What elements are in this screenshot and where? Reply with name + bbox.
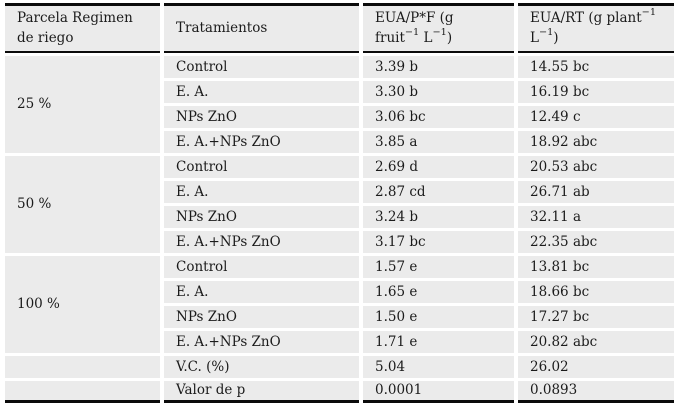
- value-cell-euart: 20.82 abc: [518, 331, 674, 353]
- results-table: Parcela Regimen de riego Tratamientos EU…: [1, 0, 678, 406]
- group-label-50: 50 %: [5, 156, 160, 253]
- table-row: E. A.+NPs ZnO 1.71 e 20.82 abc: [5, 331, 674, 353]
- header-label: Tratamientos: [176, 19, 268, 36]
- header-cell-euart: EUA/RT (g plant−1 L−1): [518, 3, 674, 53]
- treatment-cell: E. A.+NPs ZnO: [164, 231, 359, 253]
- table-row: 50 % Control 2.69 d 20.53 abc: [5, 156, 674, 253]
- empty-cell: [5, 356, 160, 378]
- treatment-cell: Control: [164, 156, 359, 178]
- value-cell-euart: 18.92 abc: [518, 131, 674, 153]
- empty-cell: [5, 381, 160, 403]
- treatment-cell: Control: [164, 256, 359, 278]
- table-row: E. A. 1.65 e 18.66 bc: [5, 281, 674, 303]
- value-cell-euart: 0.0893: [518, 381, 674, 403]
- superscript: −1: [641, 6, 656, 18]
- header-row: Parcela Regimen de riego Tratamientos EU…: [5, 3, 674, 53]
- value-cell-euapf: 3.39 b: [363, 56, 514, 78]
- stat-label-cell: Valor de p: [164, 381, 359, 403]
- table-row: E. A.+NPs ZnO 3.17 bc 22.35 abc: [5, 231, 674, 253]
- table-row: NPs ZnO 3.24 b 32.11 a: [5, 206, 674, 228]
- treatment-cell: NPs ZnO: [164, 206, 359, 228]
- value-cell-euart: 14.55 bc: [518, 56, 674, 78]
- value-cell-euapf: 1.57 e: [363, 256, 514, 278]
- superscript: −1: [404, 26, 420, 38]
- value-cell-euapf: 2.69 d: [363, 156, 514, 178]
- header-label: Parcela Regimen de riego: [17, 9, 133, 46]
- superscript: −1: [538, 26, 554, 38]
- table-row: 25 % Control 3.39 b 14.55 bc: [5, 56, 674, 153]
- value-cell-euapf: 3.85 a: [363, 131, 514, 153]
- value-cell-euapf: 3.30 b: [363, 81, 514, 103]
- header-cell-euapf: EUA/P*F (g fruit−1 L−1): [363, 3, 514, 53]
- value-cell-euart: 13.81 bc: [518, 256, 674, 278]
- table-row: E. A.+NPs ZnO 3.85 a 18.92 abc: [5, 131, 674, 153]
- value-cell-euart: 16.19 bc: [518, 81, 674, 103]
- value-cell-euart: 20.53 abc: [518, 156, 674, 178]
- treatment-cell: Control: [164, 56, 359, 78]
- treatment-cell: E. A.+NPs ZnO: [164, 331, 359, 353]
- header-label: EUA/RT (g plant−1 L−1): [530, 6, 656, 46]
- value-cell-euapf: 0.0001: [363, 381, 514, 403]
- header-cell-tratamientos: Tratamientos: [164, 3, 359, 53]
- group-label-25: 25 %: [5, 56, 160, 153]
- value-cell-euapf: 1.50 e: [363, 306, 514, 328]
- table-row: 100 % Control 1.57 e 13.81 bc: [5, 256, 674, 353]
- value-cell-euart: 26.71 ab: [518, 181, 674, 203]
- value-cell-euart: 17.27 bc: [518, 306, 674, 328]
- value-cell-euapf: 3.24 b: [363, 206, 514, 228]
- treatment-cell: E. A.: [164, 181, 359, 203]
- header-label: EUA/P*F (g fruit−1 L−1): [375, 9, 454, 46]
- header-cell-parcela: Parcela Regimen de riego: [5, 3, 160, 53]
- value-cell-euapf: 5.04: [363, 356, 514, 378]
- table-row: Valor de p 0.0001 0.0893: [5, 381, 674, 403]
- value-cell-euart: 18.66 bc: [518, 281, 674, 303]
- value-cell-euapf: 3.06 bc: [363, 106, 514, 128]
- value-cell-euapf: 3.17 bc: [363, 231, 514, 253]
- value-cell-euart: 32.11 a: [518, 206, 674, 228]
- value-cell-euapf: 2.87 cd: [363, 181, 514, 203]
- value-cell-euapf: 1.65 e: [363, 281, 514, 303]
- table-row: NPs ZnO 1.50 e 17.27 bc: [5, 306, 674, 328]
- value-cell-euart: 26.02: [518, 356, 674, 378]
- treatment-cell: E. A.: [164, 281, 359, 303]
- treatment-cell: E. A.: [164, 81, 359, 103]
- table-row: V.C. (%) 5.04 26.02: [5, 356, 674, 378]
- treatment-cell: NPs ZnO: [164, 306, 359, 328]
- stat-label-cell: V.C. (%): [164, 356, 359, 378]
- value-cell-euart: 22.35 abc: [518, 231, 674, 253]
- treatment-cell: E. A.+NPs ZnO: [164, 131, 359, 153]
- group-label-100: 100 %: [5, 256, 160, 353]
- table-row: E. A. 2.87 cd 26.71 ab: [5, 181, 674, 203]
- value-cell-euart: 12.49 c: [518, 106, 674, 128]
- value-cell-euapf: 1.71 e: [363, 331, 514, 353]
- table-row: NPs ZnO 3.06 bc 12.49 c: [5, 106, 674, 128]
- treatment-cell: NPs ZnO: [164, 106, 359, 128]
- superscript: −1: [432, 26, 447, 38]
- table-row: E. A. 3.30 b 16.19 bc: [5, 81, 674, 103]
